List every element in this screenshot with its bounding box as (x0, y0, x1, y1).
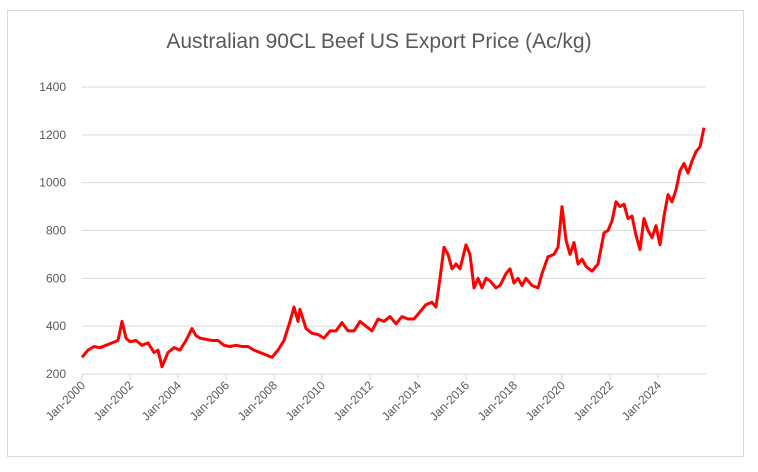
series-line (80, 127, 706, 369)
chart-border (7, 10, 744, 457)
x-tick-label: Jan-2022 (571, 378, 617, 424)
x-tick-label: Jan-2024 (619, 378, 665, 424)
y-tick-label: 200 (46, 367, 66, 381)
y-tick-label: 1200 (39, 128, 66, 142)
x-tick-label: Jan-2000 (43, 378, 89, 424)
x-tick-label: Jan-2014 (379, 378, 425, 424)
x-tick-label: Jan-2020 (523, 378, 569, 424)
x-tick-label: Jan-2018 (475, 378, 521, 424)
chart-title: Australian 90CL Beef US Export Price (Ac… (166, 30, 592, 53)
x-tick-label: Jan-2010 (283, 378, 329, 424)
x-tick-label: Jan-2008 (235, 378, 281, 424)
y-tick-label: 1400 (39, 80, 66, 94)
y-tick-label: 1000 (39, 176, 66, 190)
y-tick-label: 600 (46, 271, 66, 285)
x-tick-label: Jan-2016 (427, 378, 473, 424)
y-tick-label: 400 (46, 319, 66, 333)
x-tick-label: Jan-2012 (331, 378, 377, 424)
x-tick-label: Jan-2002 (91, 378, 137, 424)
x-tick-label: Jan-2006 (187, 378, 233, 424)
x-tick-label: Jan-2004 (139, 378, 185, 424)
y-tick-label: 800 (46, 224, 66, 238)
